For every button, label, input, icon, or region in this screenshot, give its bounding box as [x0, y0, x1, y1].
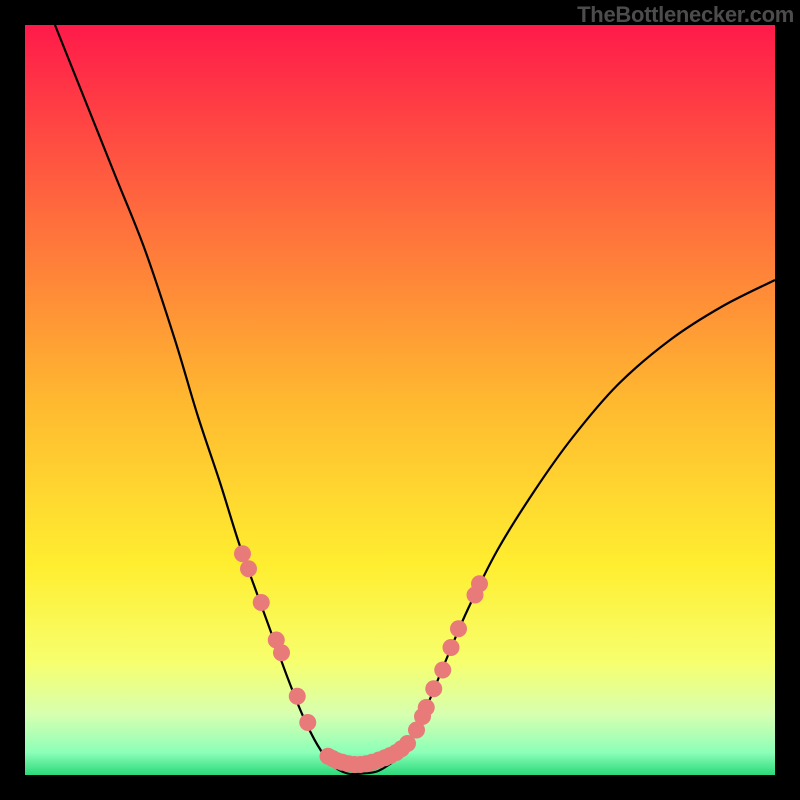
- data-marker: [253, 594, 270, 611]
- data-marker: [450, 620, 467, 637]
- data-marker: [299, 714, 316, 731]
- data-marker: [443, 639, 460, 656]
- data-marker: [425, 680, 442, 697]
- data-marker: [471, 575, 488, 592]
- curve-left: [55, 25, 393, 774]
- data-marker: [434, 662, 451, 679]
- data-marker: [234, 545, 251, 562]
- plot-area: [25, 25, 775, 775]
- chart-frame: TheBottlenecker.com: [0, 0, 800, 800]
- data-marker: [418, 699, 435, 716]
- data-marker: [289, 688, 306, 705]
- curve-right: [393, 280, 776, 762]
- chart-svg: [25, 25, 775, 775]
- data-marker: [273, 644, 290, 661]
- data-marker: [240, 560, 257, 577]
- markers-group: [234, 545, 488, 773]
